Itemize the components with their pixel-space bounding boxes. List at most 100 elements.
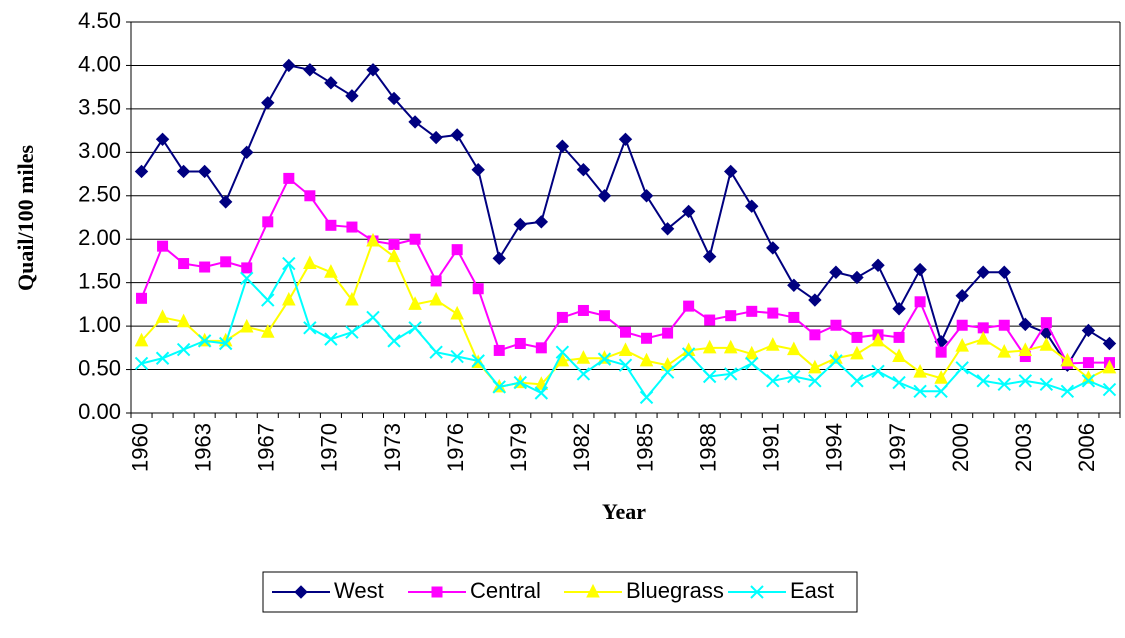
y-tick-label: 0.50 xyxy=(78,355,121,380)
data-point xyxy=(681,347,696,361)
data-point xyxy=(639,352,654,367)
data-point xyxy=(1018,317,1033,332)
data-point xyxy=(829,265,843,279)
x-tick-label: 2006 xyxy=(1074,423,1099,472)
data-point xyxy=(199,261,211,273)
data-point xyxy=(892,375,906,390)
legend-label: East xyxy=(790,578,834,603)
data-point xyxy=(745,356,759,371)
data-point xyxy=(471,354,485,368)
data-point xyxy=(450,128,464,142)
data-point xyxy=(1081,374,1096,388)
data-point xyxy=(660,365,675,379)
x-tick-label: 1970 xyxy=(317,423,342,472)
data-point xyxy=(976,374,990,388)
data-point xyxy=(197,334,212,348)
data-point xyxy=(513,375,527,390)
data-point xyxy=(388,238,400,250)
data-point xyxy=(681,204,696,219)
data-point xyxy=(660,222,675,236)
data-point xyxy=(409,233,421,245)
legend-marker xyxy=(750,585,764,599)
data-point xyxy=(955,361,969,375)
data-point xyxy=(220,256,232,268)
x-tick-label: 1991 xyxy=(759,423,784,472)
data-point xyxy=(808,293,822,307)
data-point xyxy=(1102,359,1117,374)
data-point xyxy=(556,311,568,323)
data-point xyxy=(829,354,843,368)
data-point xyxy=(155,132,170,147)
data-point xyxy=(429,130,443,145)
data-point xyxy=(197,164,212,179)
data-point xyxy=(157,240,169,252)
data-point xyxy=(576,367,591,381)
data-point xyxy=(724,367,738,381)
data-point xyxy=(723,339,738,354)
data-point xyxy=(178,258,190,270)
data-point xyxy=(893,331,905,343)
data-point xyxy=(345,325,359,339)
data-point xyxy=(1018,342,1033,356)
data-point xyxy=(492,380,506,394)
data-point xyxy=(282,58,296,73)
data-point xyxy=(639,390,654,405)
data-point xyxy=(346,221,358,233)
data-point xyxy=(787,369,801,384)
data-point xyxy=(787,278,801,292)
data-point xyxy=(345,291,359,306)
data-point xyxy=(662,327,674,339)
data-point xyxy=(746,305,758,317)
x-axis-title: Year xyxy=(602,499,646,524)
y-tick-label: 3.50 xyxy=(78,95,121,120)
data-point xyxy=(1039,377,1054,392)
data-point xyxy=(871,364,885,379)
data-point xyxy=(136,292,148,304)
data-point xyxy=(429,345,443,359)
data-point xyxy=(1102,336,1117,351)
data-point xyxy=(934,384,948,398)
data-point xyxy=(724,164,738,179)
legend-marker xyxy=(586,583,600,598)
legend-marker xyxy=(294,585,308,599)
x-tick-label: 2003 xyxy=(1011,423,1036,472)
data-point xyxy=(218,336,233,351)
data-point xyxy=(134,356,149,371)
x-tick-label: 1976 xyxy=(443,423,468,472)
data-point xyxy=(976,265,990,279)
x-tick-label: 1963 xyxy=(190,423,215,472)
data-point xyxy=(450,305,464,320)
x-tick-label: 1979 xyxy=(506,423,531,472)
legend-label: Central xyxy=(470,578,541,603)
y-tick-label: 3.00 xyxy=(78,138,121,163)
data-point xyxy=(618,358,633,372)
data-point xyxy=(850,345,864,360)
y-tick-label: 2.00 xyxy=(78,225,121,250)
data-point xyxy=(598,310,610,322)
data-point xyxy=(765,337,780,351)
data-point xyxy=(744,345,759,360)
data-point xyxy=(892,302,906,316)
data-point xyxy=(303,255,317,270)
data-point xyxy=(366,232,380,247)
x-tick-label: 2000 xyxy=(948,423,973,472)
y-tick-label: 1.00 xyxy=(78,312,121,337)
data-point xyxy=(324,76,338,90)
data-point xyxy=(493,344,505,356)
data-point xyxy=(702,249,717,264)
data-point xyxy=(303,321,317,335)
data-point xyxy=(218,195,233,209)
data-point xyxy=(641,332,653,344)
data-point xyxy=(618,342,633,356)
data-point xyxy=(492,251,506,266)
data-point xyxy=(1082,357,1094,369)
data-point xyxy=(745,199,759,213)
data-point xyxy=(766,374,780,388)
data-point xyxy=(955,288,969,303)
legend-marker xyxy=(431,586,443,598)
y-axis-title: Quail/100 miles xyxy=(13,145,38,292)
data-point xyxy=(262,216,274,228)
data-point xyxy=(176,164,191,179)
data-point xyxy=(913,384,927,398)
data-point xyxy=(387,334,401,348)
